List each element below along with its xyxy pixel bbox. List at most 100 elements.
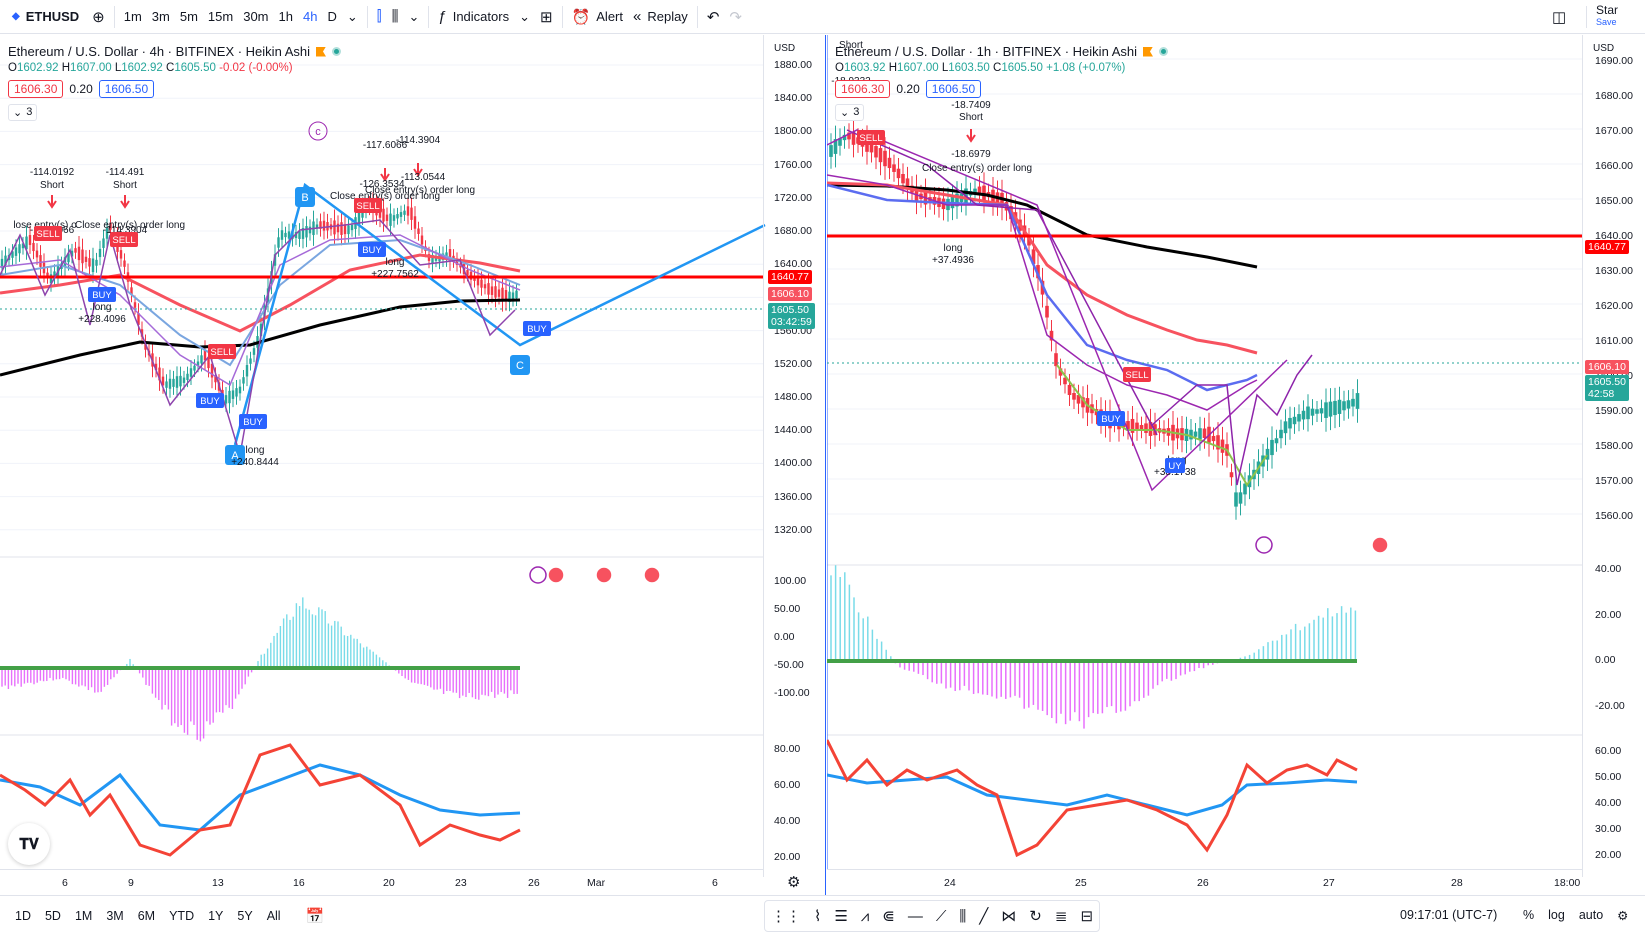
indicators-collapse-button[interactable]: ⌄ 3 xyxy=(835,104,865,121)
redo-button[interactable]: ↷ xyxy=(724,3,747,31)
short-arrow-icon xyxy=(47,195,57,209)
wave-marker xyxy=(510,355,530,375)
candle-body xyxy=(1243,483,1247,495)
ema-50-line xyxy=(827,181,1258,355)
sell-price-button[interactable]: 1606.30 xyxy=(835,80,891,98)
long-position-icon[interactable]: ⊟ xyxy=(1080,908,1094,925)
indicators-dropdown[interactable]: ⌄ xyxy=(514,3,535,31)
candle-body xyxy=(476,276,480,286)
flag-icon[interactable] xyxy=(1142,46,1153,57)
range-1y-button[interactable]: 1Y xyxy=(208,908,224,923)
time-axis[interactable]: 24 25 26 27 28 18:00 xyxy=(827,869,1582,895)
candle-body xyxy=(1094,409,1099,416)
goto-date-button[interactable]: 📅 xyxy=(306,907,325,925)
range-5y-button[interactable]: 5Y xyxy=(237,908,253,923)
layout-toggle-button[interactable]: ◫ xyxy=(1547,3,1571,31)
zigzag-tool-icon[interactable]: ⩘ xyxy=(860,907,870,925)
sell-signal-badge xyxy=(1123,367,1151,382)
interval-d[interactable]: D xyxy=(322,3,341,31)
cycle-tool-icon[interactable]: ↻ xyxy=(1029,908,1042,925)
range-ytd-button[interactable]: YTD xyxy=(169,908,195,923)
fullscreen-button[interactable]: ⚙ xyxy=(1617,908,1628,923)
xabcd-pattern-icon[interactable]: ⋈ xyxy=(1001,908,1017,925)
trade-side-label: long xyxy=(386,257,405,268)
sell-price-button[interactable]: 1606.30 xyxy=(8,80,64,98)
chart-pane-4h[interactable]: Ethereum / U.S. Dollar · 4h · BITFINEX ·… xyxy=(0,35,826,895)
time-tick: 28 xyxy=(1451,877,1463,889)
range-all-button[interactable]: All xyxy=(266,908,281,923)
currency-label[interactable]: USD xyxy=(774,43,796,54)
chart-canvas-4h[interactable]: A B Cc -114.0192 Short -114.491 Short -117.6066… xyxy=(0,35,826,895)
candle-body xyxy=(340,222,343,235)
flag-icon[interactable] xyxy=(315,46,326,57)
save-layout-button[interactable]: Star Save xyxy=(1596,4,1618,28)
chart-style-dropdown[interactable]: ⌄ xyxy=(403,3,424,31)
indicators-collapse-button[interactable]: ⌄ 3 xyxy=(8,104,38,121)
replay-button[interactable]: « Replay xyxy=(628,3,693,31)
candle-body xyxy=(0,258,4,268)
candle-body xyxy=(905,178,910,190)
pitchfork-tool-icon[interactable]: ⋐ xyxy=(882,908,895,925)
range-3m-button[interactable]: 3M xyxy=(106,908,124,923)
interval-5m[interactable]: 5m xyxy=(175,3,203,31)
drawing-toolbar: ⋮⋮ ⌇ ☰ ⩘ ⋐ — ⟋ ⫼ ╱ ⋈ ↻ ≣ ⊟ xyxy=(764,900,1101,932)
price-axis[interactable]: USD 1880.00 1840.00 1800.00 1760.00 1720.00 1… xyxy=(763,35,825,877)
interval-1h[interactable]: 1h xyxy=(274,3,298,31)
currency-label[interactable]: USD xyxy=(1593,43,1615,54)
trade-side-label: Short xyxy=(959,112,983,123)
settings-gear-button[interactable]: ⚙ xyxy=(787,873,800,891)
fib-tool-icon[interactable]: ≣ xyxy=(1054,908,1068,925)
interval-15m[interactable]: 15m xyxy=(203,3,238,31)
buy-signal-label: BUY xyxy=(527,324,547,335)
buy-signal-badge xyxy=(88,287,116,302)
log-scale-toggle[interactable]: log xyxy=(1548,908,1565,922)
candle-body xyxy=(480,279,483,288)
interval-label: 4h xyxy=(302,9,318,24)
interval-1m[interactable]: 1m xyxy=(119,3,147,31)
ray-tool-icon[interactable]: ╱ xyxy=(979,908,989,925)
lines-tool-icon[interactable]: ☰ xyxy=(834,908,848,925)
symbol-search-button[interactable]: ◆ ETHUSD xyxy=(4,4,87,30)
interval-dropdown[interactable]: ⌄ xyxy=(342,3,363,31)
bars-tool-icon[interactable]: ⫼ xyxy=(959,907,967,925)
pattern-tool-icon[interactable]: ⌇ xyxy=(814,908,822,925)
buy-price-button[interactable]: 1606.50 xyxy=(98,80,155,98)
wave-label: C xyxy=(516,360,524,372)
buy-price-button[interactable]: 1606.50 xyxy=(925,80,982,98)
range-5d-button[interactable]: 5D xyxy=(44,908,61,923)
range-6m-button[interactable]: 6M xyxy=(137,908,156,923)
short-arrow-icon xyxy=(120,195,130,209)
bar-style-button[interactable]: ⫿ xyxy=(372,3,387,31)
price-axis[interactable]: USD 1690.00 1680.00 1670.00 1660.00 1650.00 1… xyxy=(1582,35,1645,877)
range-1d-button[interactable]: 1D xyxy=(15,908,31,923)
candle-body xyxy=(833,139,838,154)
candle-body xyxy=(865,138,869,152)
trend-line-green xyxy=(1056,364,1268,487)
interval-3m[interactable]: 3m xyxy=(147,3,175,31)
indicators-button[interactable]: ƒ Indicators xyxy=(433,3,514,31)
candle-body xyxy=(333,220,336,235)
layouts-button[interactable]: ⊞ xyxy=(535,3,558,31)
horizontal-line-icon[interactable]: — xyxy=(907,907,923,925)
time-axis[interactable]: 6 9 13 16 20 23 26 Mar 6 xyxy=(0,869,763,895)
undo-icon: ↶ xyxy=(706,8,720,26)
candle-body xyxy=(838,138,842,146)
candle-body xyxy=(273,254,277,266)
interval-30m[interactable]: 30m xyxy=(238,3,273,31)
chart-pane-1h[interactable]: -18.7409 Short -18.6979 Close entry(s) orde… xyxy=(827,35,1645,895)
trend-line-icon[interactable]: ⟋ xyxy=(935,907,947,925)
candle-body xyxy=(1067,384,1072,396)
range-1m-button[interactable]: 1M xyxy=(74,908,93,923)
indicator-count: 3 xyxy=(853,106,860,118)
time-tick: 18:00 xyxy=(1554,877,1581,889)
candle-style-button[interactable]: ⫼ xyxy=(387,3,404,31)
clock-timezone[interactable]: 09:17:01 (UTC-7) xyxy=(1400,908,1498,922)
drag-handle-icon[interactable]: ⋮⋮ xyxy=(771,908,801,925)
percent-scale-toggle[interactable]: % xyxy=(1523,908,1535,922)
alert-button[interactable]: ⏰ Alert xyxy=(567,3,628,31)
auto-scale-toggle[interactable]: auto xyxy=(1578,908,1604,922)
undo-button[interactable]: ↶ xyxy=(702,3,725,31)
compare-add-symbol-button[interactable]: ⊕ xyxy=(87,3,110,31)
interval-4h[interactable]: 4h xyxy=(298,3,322,31)
